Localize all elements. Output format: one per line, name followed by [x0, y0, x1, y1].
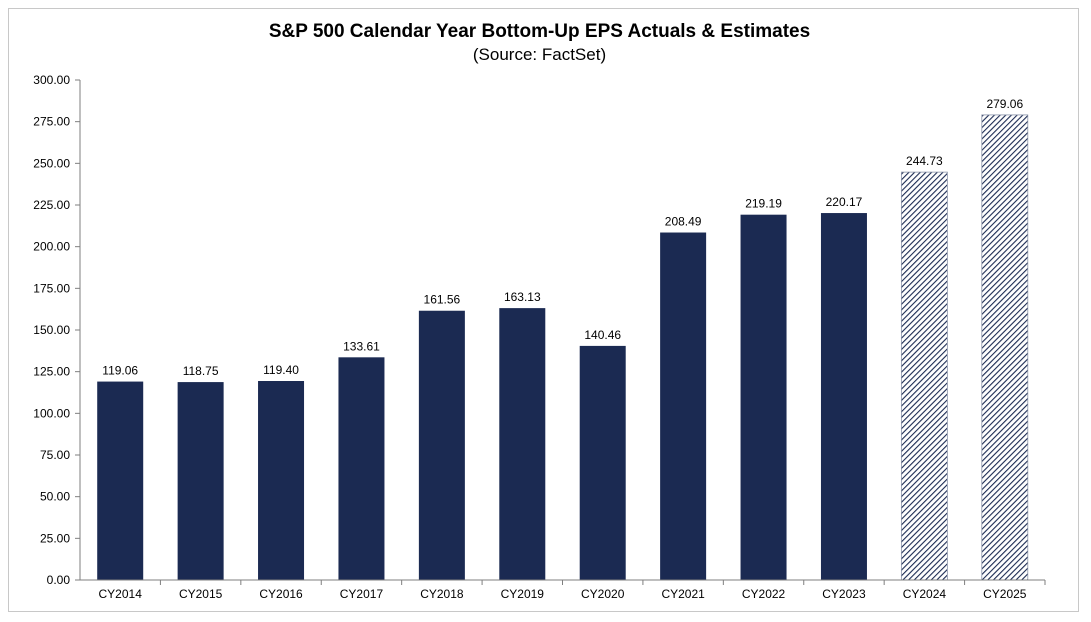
- x-tick-label: CY2025: [983, 587, 1027, 601]
- y-tick-label: 75.00: [40, 448, 70, 462]
- x-tick-label: CY2020: [581, 587, 625, 601]
- y-tick-label: 225.00: [33, 198, 70, 212]
- y-tick-label: 50.00: [40, 490, 70, 504]
- bar-actual: [97, 381, 144, 580]
- y-tick-label: 125.00: [33, 365, 70, 379]
- bar-estimate: [981, 114, 1029, 581]
- x-tick-label: CY2015: [179, 587, 223, 601]
- bar-actual: [660, 232, 707, 580]
- bar-actual: [177, 382, 224, 580]
- bar-estimate: [900, 171, 948, 581]
- bar-value-label: 161.56: [424, 293, 461, 307]
- y-tick-label: 150.00: [33, 323, 70, 337]
- y-tick-label: 100.00: [33, 406, 70, 420]
- bar-value-label: 208.49: [665, 215, 702, 229]
- bar-actual: [418, 310, 465, 580]
- bar-value-label: 119.40: [263, 363, 299, 377]
- x-axis: CY2014 CY2015 CY2016 CY2017 CY2018 CY2019 CY20…: [80, 579, 1046, 601]
- y-axis: 0.00 25.00 50.00 75.00 100.00 125.00 150.00 175…: [33, 73, 81, 587]
- bars: 119.06 118.75 119.40 133.61 161.56 163.13 140.…: [97, 97, 1029, 581]
- y-tick-label: 0.00: [47, 573, 71, 587]
- bar-value-label: 163.13: [504, 290, 541, 304]
- chart-subtitle: (Source: FactSet): [472, 45, 607, 64]
- x-tick-label: CY2016: [259, 587, 303, 601]
- bar-actual: [579, 345, 626, 580]
- bar-value-label: 244.73: [906, 154, 943, 168]
- y-tick-label: 25.00: [40, 531, 70, 545]
- y-tick-label: 175.00: [33, 281, 70, 295]
- bar-value-label: 118.75: [183, 364, 219, 378]
- bar-actual: [338, 357, 385, 580]
- x-tick-label: CY2023: [822, 587, 866, 601]
- y-tick-label: 300.00: [33, 73, 70, 87]
- x-tick-label: CY2022: [742, 587, 786, 601]
- x-tick-label: CY2014: [99, 587, 143, 601]
- bar-value-label: 279.06: [986, 97, 1023, 111]
- bar-value-label: 220.17: [826, 195, 863, 209]
- y-tick-label: 250.00: [33, 156, 70, 170]
- bar-actual: [258, 381, 305, 580]
- bar-value-label: 219.19: [745, 197, 782, 211]
- x-tick-label: CY2019: [501, 587, 545, 601]
- x-tick-label: CY2018: [420, 587, 464, 601]
- bar-actual: [820, 213, 867, 581]
- bar-value-label: 133.61: [343, 339, 380, 353]
- x-tick-label: CY2017: [340, 587, 384, 601]
- y-tick-label: 200.00: [33, 240, 70, 254]
- chart-title: S&P 500 Calendar Year Bottom-Up EPS Actu…: [268, 21, 811, 42]
- bar-actual: [499, 308, 546, 580]
- bar-value-label: 140.46: [584, 328, 621, 342]
- y-tick-label: 275.00: [33, 115, 70, 129]
- bar-value-label: 119.06: [102, 364, 138, 378]
- x-tick-label: CY2021: [661, 587, 705, 601]
- bar-actual: [740, 214, 787, 580]
- x-tick-label: CY2024: [903, 587, 947, 601]
